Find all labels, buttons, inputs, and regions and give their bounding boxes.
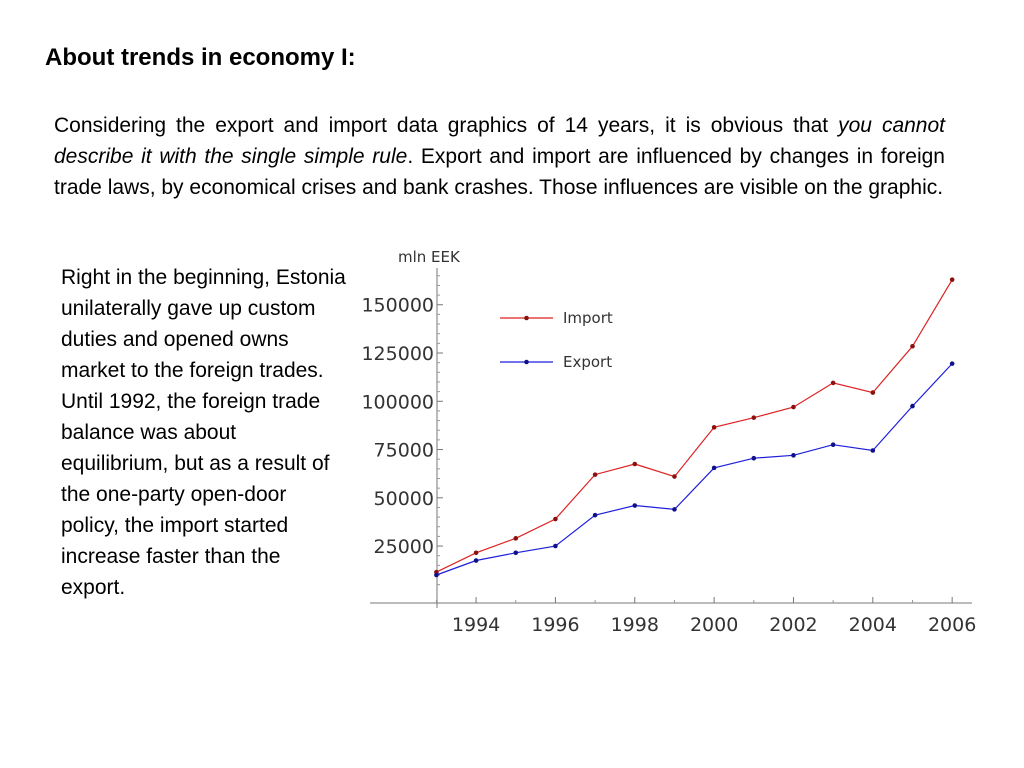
data-point-export: [870, 448, 876, 453]
data-point-import: [592, 472, 598, 477]
legend-marker-export: [524, 359, 529, 365]
data-point-export: [473, 558, 479, 563]
data-point-import: [711, 425, 717, 430]
legend-label-import: Import: [563, 309, 613, 327]
legend-label-export: Export: [563, 353, 612, 371]
data-point-import: [473, 550, 479, 556]
y-tick-label: 100000: [361, 391, 434, 413]
data-point-import: [751, 415, 757, 420]
data-point-import: [672, 474, 677, 479]
axes: 25000 50000 75000 100000 125000 150000 1994 199…: [361, 248, 976, 636]
data-point-export: [910, 403, 915, 409]
data-point-export: [791, 453, 796, 458]
data-point-import: [632, 461, 638, 467]
data-point-import: [870, 390, 876, 395]
data-point-import: [830, 380, 836, 386]
data-point-import: [910, 343, 915, 349]
intro-emphasis: you cannot describe it with the single s…: [54, 114, 945, 168]
y-tick-label: 150000: [361, 295, 434, 317]
data-point-export: [592, 512, 598, 518]
y-tick-label: 75000: [374, 440, 434, 462]
data-point-import: [791, 404, 796, 410]
x-tick-label: 1994: [452, 614, 500, 636]
series-line-import: [436, 279, 953, 573]
data-point-export: [830, 442, 836, 448]
series-line-export: [436, 363, 953, 576]
page-title: About trends in economy I:: [45, 44, 356, 71]
data-point-export: [672, 507, 677, 512]
data-point-export: [553, 543, 558, 549]
x-tick-label: 1996: [531, 614, 579, 636]
data-point-import: [949, 277, 955, 282]
x-tick-label: 1998: [611, 614, 659, 636]
data-point-export: [751, 455, 757, 461]
intro-paragraph: Considering the export and import data g…: [54, 110, 945, 203]
data-point-import: [553, 516, 558, 522]
intro-text-part2: . Export and import are influenced by ch…: [54, 145, 945, 199]
data-point-export: [434, 572, 439, 578]
series-layer: [434, 277, 955, 578]
data-point-export: [632, 503, 638, 508]
y-tick-label: 50000: [374, 488, 434, 510]
y-tick-label: 25000: [374, 536, 434, 558]
x-tick-label: 2004: [849, 614, 897, 636]
trade-line-chart: 25000 50000 75000 100000 125000 150000 1994 199…: [361, 248, 976, 636]
legend-marker-import: [524, 315, 529, 321]
legend: Import Export: [500, 309, 613, 371]
data-point-export: [711, 465, 717, 471]
x-tick-label: 2002: [769, 614, 817, 636]
x-tick-label: 2006: [928, 614, 976, 636]
y-axis-title: mln EEK: [398, 248, 461, 266]
y-tick-label: 125000: [361, 343, 434, 365]
data-point-export: [513, 550, 519, 556]
intro-text-part1: Considering the export and import data g…: [54, 114, 839, 137]
side-paragraph: Right in the beginning, Estonia unilater…: [61, 266, 346, 599]
data-point-export: [949, 361, 955, 366]
x-tick-label: 2000: [690, 614, 738, 636]
data-point-import: [513, 536, 519, 541]
